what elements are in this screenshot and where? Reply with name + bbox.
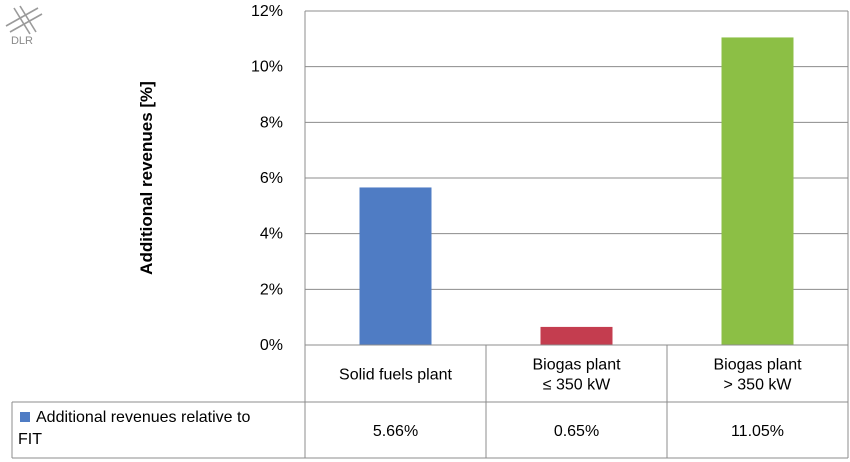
logo-text: DLR: [11, 35, 33, 47]
x-tick-label: Biogas plant: [713, 357, 802, 374]
data-label: 11.05%: [731, 423, 784, 440]
y-tick-label: 12%: [251, 3, 283, 20]
x-tick-label: ≤ 350 kW: [543, 377, 611, 394]
y-tick-label: 8%: [260, 114, 283, 131]
y-tick-label: 4%: [260, 226, 283, 243]
legend-label: Additional revenues relative to: [36, 409, 250, 426]
y-tick-label: 10%: [251, 59, 283, 76]
bar: [359, 187, 432, 345]
dlr-logo-icon: [5, 5, 43, 35]
dlr-logo: DLR: [5, 5, 43, 47]
x-tick-label: Biogas plant: [532, 357, 621, 374]
legend-swatch: [20, 412, 30, 422]
bars: [359, 37, 794, 346]
y-tick-labels: 0% 2% 4% 6% 8% 10% 12%: [251, 3, 283, 354]
data-table: Solid fuels plant Biogas plant ≤ 350 kW Bio…: [11, 344, 849, 459]
y-tick-label: 2%: [260, 281, 283, 298]
data-label: 5.66%: [373, 423, 418, 440]
y-tick-label: 6%: [260, 170, 283, 187]
legend-label: FIT: [18, 431, 42, 448]
y-tick-label: 0%: [260, 337, 283, 354]
bar: [721, 37, 794, 346]
x-tick-label: > 350 kW: [723, 377, 792, 394]
x-tick-label: Solid fuels plant: [339, 367, 453, 384]
y-axis-label: Additional revenues [%]: [137, 81, 156, 275]
bar: [540, 326, 613, 345]
data-label: 0.65%: [554, 423, 599, 440]
